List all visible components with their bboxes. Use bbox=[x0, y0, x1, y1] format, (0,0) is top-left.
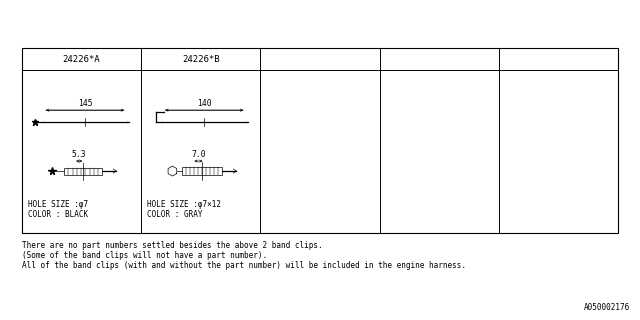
Text: (Some of the band clips will not have a part number).: (Some of the band clips will not have a … bbox=[22, 251, 267, 260]
Text: 24226*A: 24226*A bbox=[63, 54, 100, 63]
Text: 7.0: 7.0 bbox=[191, 150, 205, 159]
Text: 5.3: 5.3 bbox=[72, 150, 86, 159]
Text: COLOR : GRAY: COLOR : GRAY bbox=[147, 211, 203, 220]
Text: A050002176: A050002176 bbox=[584, 303, 630, 312]
Text: HOLE SIZE :φ7: HOLE SIZE :φ7 bbox=[28, 200, 88, 209]
Bar bbox=[64, 168, 102, 175]
Text: HOLE SIZE :φ7×12: HOLE SIZE :φ7×12 bbox=[147, 200, 221, 209]
Bar bbox=[22, 48, 618, 233]
Text: 140: 140 bbox=[197, 99, 211, 108]
Text: 24226*B: 24226*B bbox=[182, 54, 220, 63]
Text: There are no part numbers settled besides the above 2 band clips.: There are no part numbers settled beside… bbox=[22, 241, 323, 250]
Bar bbox=[182, 167, 223, 175]
Text: 145: 145 bbox=[77, 99, 92, 108]
Text: COLOR : BLACK: COLOR : BLACK bbox=[28, 211, 88, 220]
Text: All of the band clips (with and without the part number) will be included in the: All of the band clips (with and without … bbox=[22, 261, 466, 270]
